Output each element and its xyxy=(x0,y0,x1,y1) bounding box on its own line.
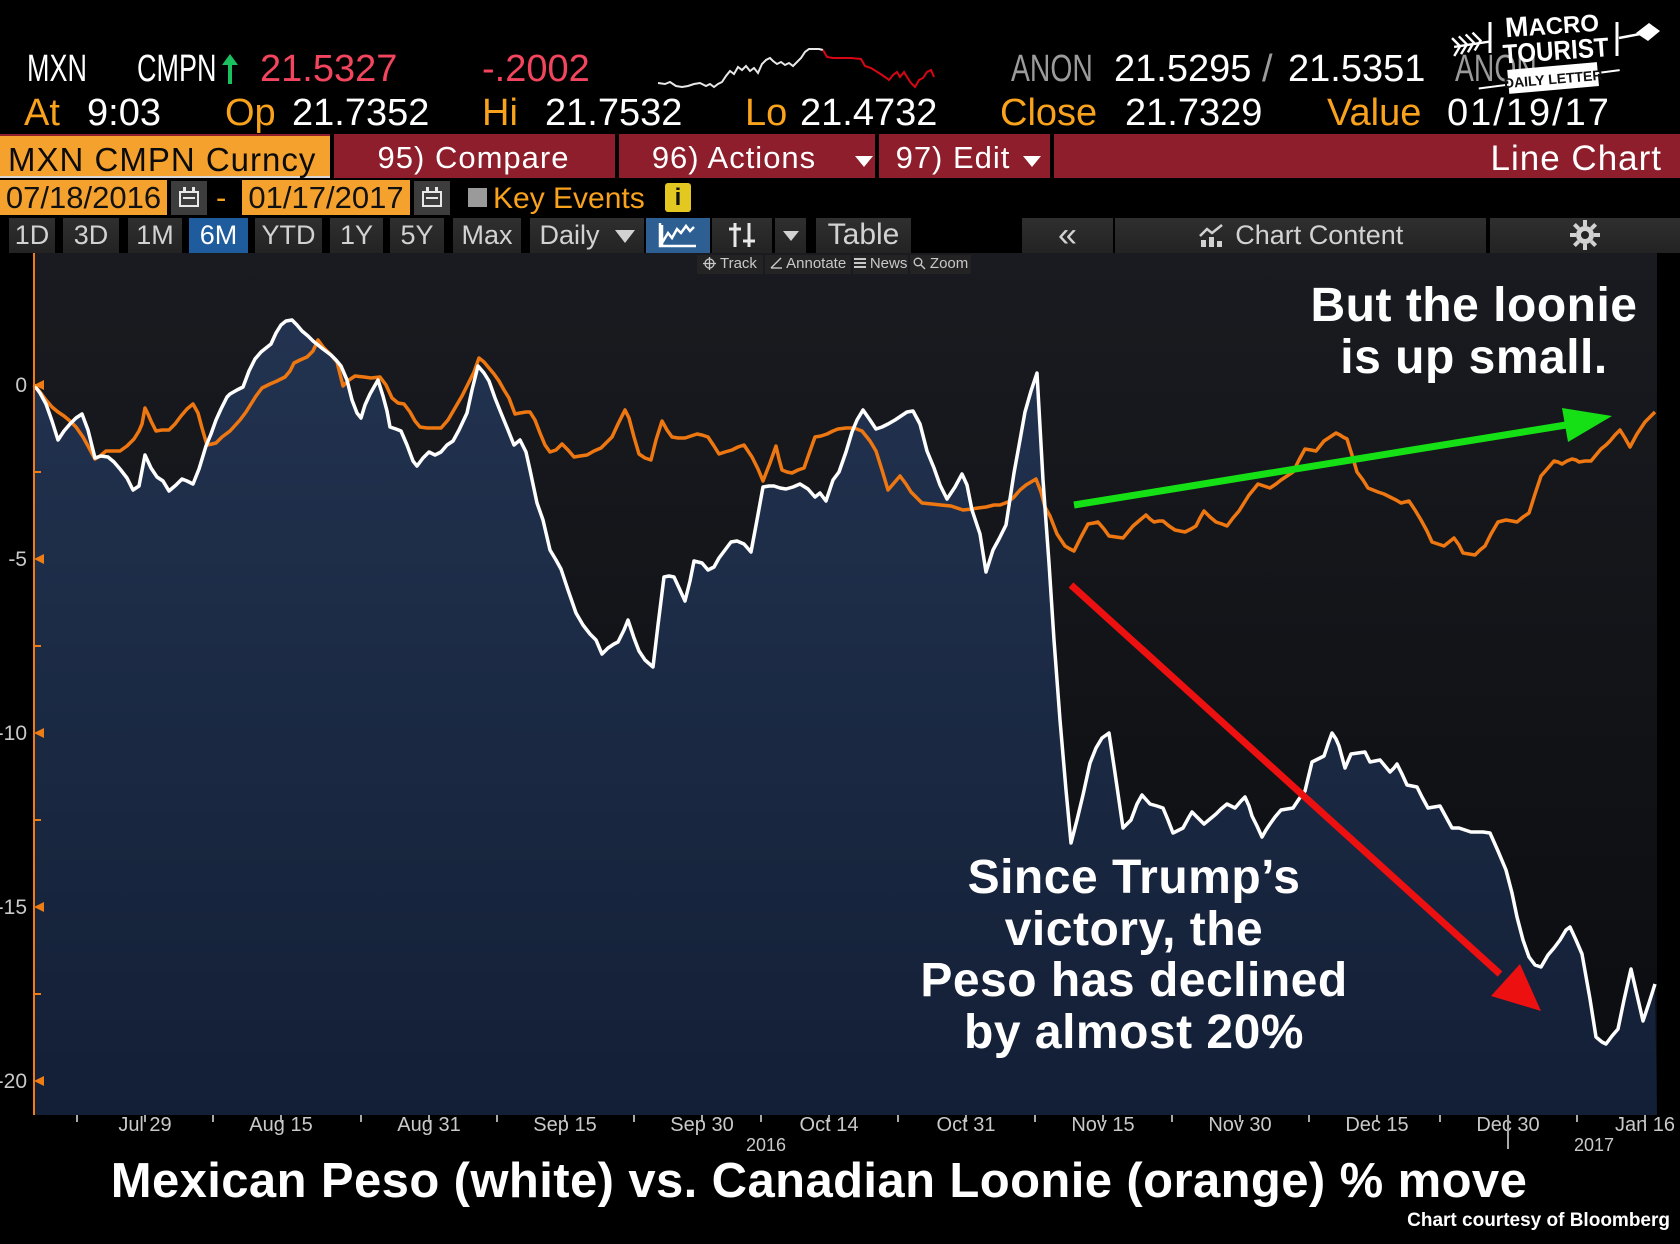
svg-text:2017: 2017 xyxy=(1574,1135,1614,1155)
svg-text:Oct 31: Oct 31 xyxy=(937,1114,996,1136)
svg-text:-5: -5 xyxy=(8,548,27,571)
svg-text:Sep 30: Sep 30 xyxy=(670,1114,733,1136)
svg-text:0: 0 xyxy=(15,374,27,397)
svg-text:Aug 31: Aug 31 xyxy=(397,1114,460,1136)
svg-text:Aug 15: Aug 15 xyxy=(249,1114,312,1136)
svg-text:Jul 29: Jul 29 xyxy=(118,1114,171,1136)
svg-text:Oct 14: Oct 14 xyxy=(800,1114,859,1136)
svg-text:Nov 30: Nov 30 xyxy=(1208,1114,1271,1136)
svg-text:MACRO: MACRO xyxy=(1504,6,1600,43)
svg-text:-20: -20 xyxy=(0,1070,27,1093)
svg-text:-15: -15 xyxy=(0,896,27,919)
svg-text:2016: 2016 xyxy=(746,1135,786,1155)
svg-text:-10: -10 xyxy=(0,722,27,745)
svg-text:Dec 15: Dec 15 xyxy=(1345,1114,1408,1136)
svg-text:Nov 15: Nov 15 xyxy=(1071,1114,1134,1136)
svg-text:Sep 15: Sep 15 xyxy=(533,1114,596,1136)
svg-text:Jan 16: Jan 16 xyxy=(1615,1114,1675,1136)
